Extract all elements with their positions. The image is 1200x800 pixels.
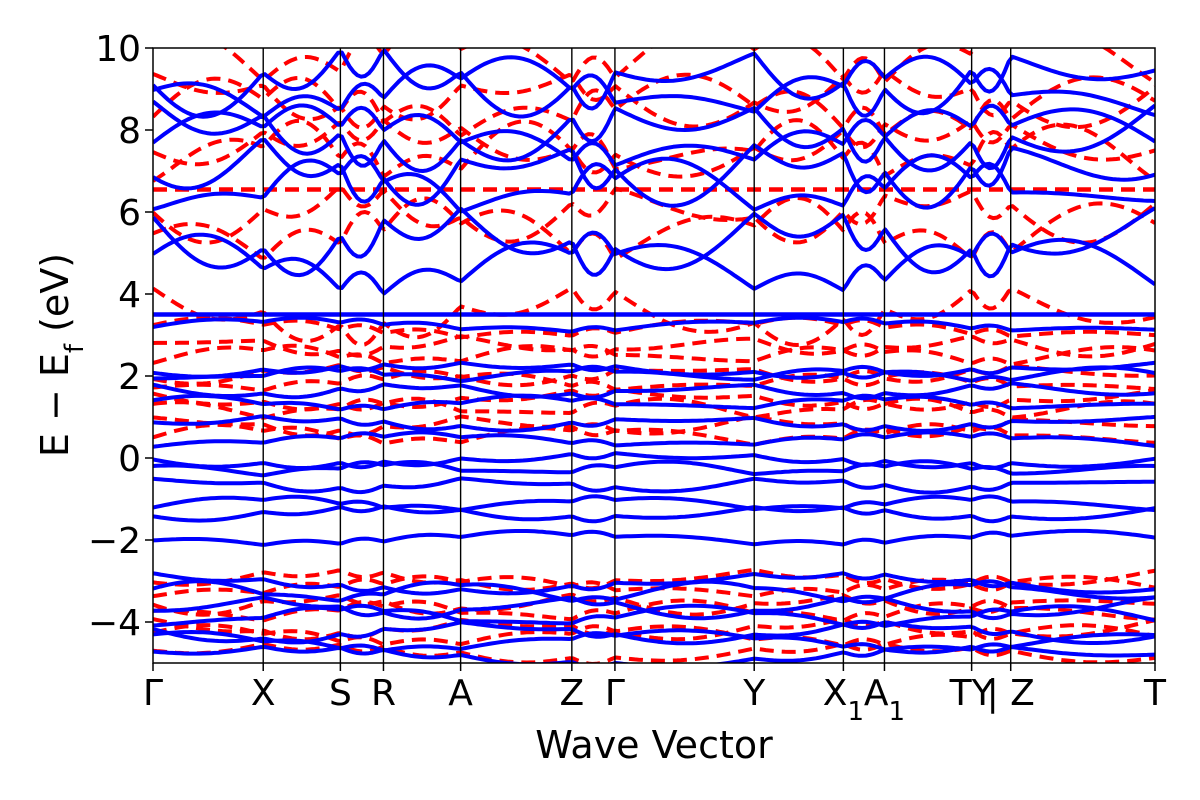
band-line [153, 153, 1155, 214]
band-line [153, 422, 1155, 447]
band-line [153, 571, 1155, 596]
band-line [153, 595, 1155, 621]
band-line [153, 628, 1155, 653]
band-line [153, 206, 1155, 279]
band-line [153, 103, 1155, 168]
x-tick-label: T [1143, 673, 1167, 714]
x-tick-label: Y [742, 673, 766, 714]
band-line [153, 644, 1155, 663]
band-line [153, 360, 1155, 380]
band-line [153, 476, 1155, 495]
band-line [153, 69, 1155, 130]
band-line [153, 138, 1155, 210]
y-axis-ticks: −4 −2 0 2 4 6 8 10 [88, 29, 153, 644]
x-tick-label: R [371, 673, 396, 714]
band-line [153, 230, 1155, 296]
band-line [153, 381, 1155, 401]
y-tick-label: 6 [118, 193, 141, 234]
band-line [153, 342, 1155, 367]
x-tick-label: X [251, 673, 276, 714]
band-line [153, 48, 1155, 119]
band-line [153, 118, 1155, 179]
x-axis-label: Wave Vector [535, 723, 773, 767]
band-line [153, 334, 1155, 359]
band-line [153, 451, 1155, 470]
band-line [153, 494, 1155, 513]
y-tick-label: 4 [118, 275, 141, 316]
y-axis-label: E − Ef (eV) [33, 253, 90, 457]
x-tick-label: Z [560, 673, 585, 714]
band-line [153, 387, 1155, 412]
plot-frame [152, 47, 1156, 664]
bands-layer [153, 48, 1155, 663]
y-tick-label: 2 [118, 357, 141, 398]
band-line [153, 579, 1155, 604]
kpoint-lines [262, 48, 1012, 663]
band-line [153, 504, 1155, 524]
band-line [153, 414, 1155, 433]
band-line [153, 99, 1155, 173]
x-tick-label: Γ [605, 673, 625, 714]
band-line [153, 54, 1155, 118]
x-tick-label: S [329, 673, 352, 714]
y-tick-label: 0 [118, 439, 141, 480]
band-line [153, 598, 1155, 623]
band-line [153, 623, 1155, 648]
series-blue-solid [153, 48, 1155, 663]
y-tick-label: 10 [95, 29, 141, 70]
x-tick-label: | Z [987, 673, 1035, 714]
y-tick-label: 8 [118, 111, 141, 152]
band-line [153, 528, 1155, 547]
band-line [153, 617, 1155, 642]
x-tick-label: A [448, 673, 473, 714]
x-tick-label: A1 [864, 673, 905, 727]
band-line [153, 567, 1155, 592]
x-tick-label: TY [949, 673, 995, 714]
band-line [153, 430, 1155, 449]
band-line [153, 315, 1155, 334]
band-line [153, 72, 1155, 138]
band-line [153, 393, 1155, 412]
band-line [153, 414, 1155, 439]
band-line [153, 641, 1155, 663]
x-tick-label: X1 [823, 673, 864, 727]
band-line [153, 396, 1155, 420]
x-tick-label: Γ [143, 673, 163, 714]
y-tick-label: −2 [88, 521, 141, 562]
y-axis-label-subscript: f [60, 343, 90, 353]
band-line [153, 620, 1155, 646]
y-tick-label: −4 [88, 603, 141, 644]
